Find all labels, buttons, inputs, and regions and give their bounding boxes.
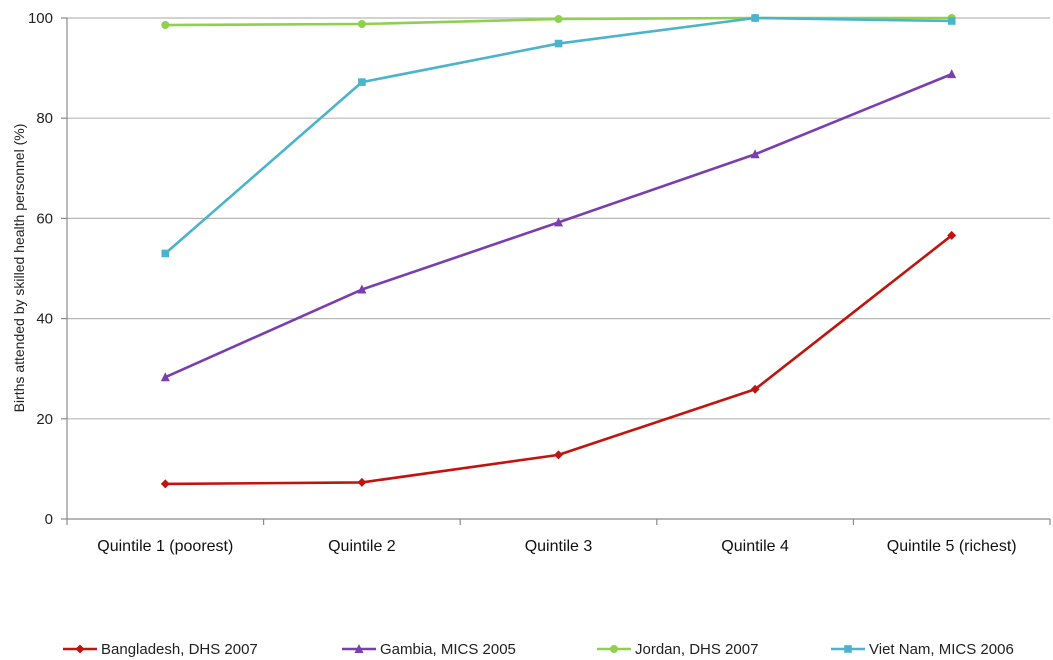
data-point (358, 78, 366, 86)
series-3 (161, 14, 956, 258)
data-point (554, 450, 563, 460)
data-point (554, 39, 563, 48)
data-point (947, 69, 957, 79)
data-point (161, 21, 170, 30)
y-axis-title: Births attended by skilled health person… (11, 124, 27, 413)
legend-label: Jordan, DHS 2007 (635, 641, 758, 658)
y-tick-label: 80 (36, 110, 53, 127)
data-point (161, 249, 170, 258)
x-tick-label: Quintile 4 (721, 538, 789, 555)
legend-marker (75, 644, 85, 654)
x-tick-label: Quintile 3 (525, 538, 593, 555)
series-lines (160, 14, 957, 489)
legend-marker (844, 645, 852, 653)
legend-item: Gambia, MICS 2005 (342, 641, 516, 658)
legend-label: Viet Nam, MICS 2006 (869, 641, 1014, 658)
y-tick-label: 0 (45, 511, 53, 528)
series-line (165, 234, 953, 486)
legend-label: Gambia, MICS 2005 (380, 641, 516, 658)
data-point (554, 15, 563, 24)
axes (61, 17, 1051, 525)
x-tick-label: Quintile 1 (poorest) (97, 538, 233, 555)
series-1 (160, 69, 957, 382)
x-tick-label: Quintile 2 (328, 538, 396, 555)
y-tick-label: 100 (28, 10, 53, 27)
series-0 (160, 230, 957, 489)
y-tick-labels: 0 20 40 60 80 100 (28, 10, 53, 528)
legend-label: Bangladesh, DHS 2007 (101, 641, 258, 658)
y-tick-label: 40 (36, 311, 53, 328)
data-point (357, 284, 367, 294)
data-point (554, 217, 563, 227)
data-point (751, 14, 759, 22)
data-point (160, 372, 170, 382)
data-point (160, 479, 170, 489)
legend-item: Bangladesh, DHS 2007 (63, 641, 258, 658)
legend-marker (354, 644, 364, 653)
data-point (947, 230, 957, 240)
legend-item: Viet Nam, MICS 2006 (831, 641, 1014, 658)
series-2 (161, 14, 956, 30)
data-point (750, 149, 760, 159)
legend-marker (610, 645, 618, 653)
data-point (357, 477, 367, 487)
data-point (357, 20, 366, 29)
x-tick-labels: Quintile 1 (poorest) Quintile 2 Quintile 3… (97, 538, 1016, 555)
legend: Bangladesh, DHS 2007 Gambia, MICS 2005 Jor… (63, 641, 1014, 658)
data-point (947, 17, 956, 25)
y-tick-label: 60 (36, 210, 53, 227)
data-point (750, 384, 760, 394)
x-tick-label: Quintile 5 (richest) (887, 538, 1017, 555)
legend-item: Jordan, DHS 2007 (597, 641, 758, 658)
y-tick-label: 20 (36, 411, 53, 428)
